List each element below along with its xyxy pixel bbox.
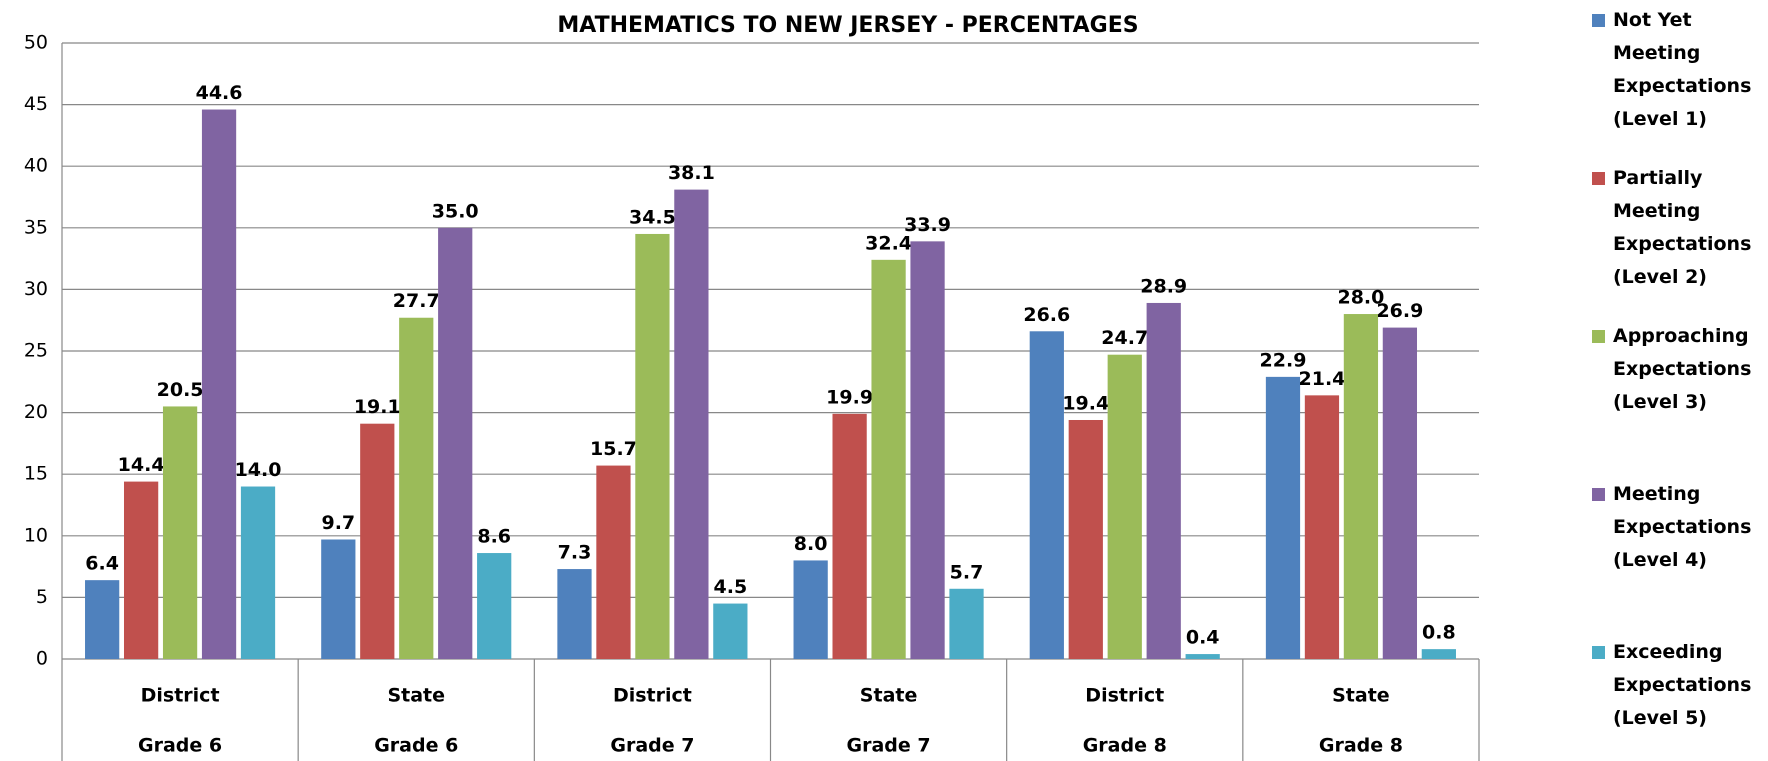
value-label: 28.9	[1140, 275, 1187, 297]
bar	[1107, 354, 1142, 659]
bar	[438, 227, 473, 660]
x-tick-label: Grade 6	[138, 735, 222, 757]
value-label: 0.8	[1422, 622, 1456, 644]
bar	[871, 259, 906, 659]
value-label: 8.6	[477, 526, 511, 548]
value-label: 6.4	[85, 553, 119, 575]
bar	[321, 539, 356, 659]
y-tick-label: 40	[24, 155, 48, 177]
bar	[240, 486, 276, 659]
y-tick-label: 45	[24, 93, 48, 115]
legend-swatch	[1592, 172, 1605, 185]
legend-swatch	[1592, 330, 1605, 343]
value-label: 8.0	[794, 533, 828, 555]
bar	[596, 465, 631, 659]
bar	[949, 588, 984, 659]
bar	[1382, 327, 1418, 659]
bar	[1343, 314, 1379, 659]
y-tick-label: 0	[36, 648, 48, 670]
bar	[1265, 376, 1301, 659]
x-tick-label: District	[1085, 685, 1164, 707]
legend-swatch	[1592, 646, 1605, 659]
bar	[1146, 302, 1181, 659]
y-tick-label: 50	[24, 32, 48, 54]
legend-label: Partially Meeting Expectations (Level 2)	[1613, 167, 1752, 288]
bar	[1421, 649, 1456, 659]
bar	[635, 233, 670, 659]
value-label: 22.9	[1260, 349, 1307, 371]
bar	[360, 423, 395, 659]
value-label: 38.1	[668, 162, 715, 184]
y-tick-label: 25	[24, 340, 48, 362]
value-label: 27.7	[393, 290, 440, 312]
value-label: 26.6	[1023, 304, 1070, 326]
x-tick-label: Grade 7	[610, 735, 694, 757]
bar	[123, 481, 159, 659]
value-label: 32.4	[865, 232, 912, 254]
value-label: 28.0	[1337, 287, 1384, 309]
x-tick-label: Grade 6	[374, 735, 458, 757]
value-label: 0.4	[1186, 627, 1220, 649]
value-label: 19.1	[354, 396, 401, 418]
value-label: 34.5	[629, 206, 676, 228]
bar	[910, 241, 945, 660]
value-label: 5.7	[950, 561, 984, 583]
value-label: 44.6	[196, 82, 243, 104]
legend-swatch	[1592, 488, 1605, 501]
y-tick-label: 35	[24, 216, 48, 238]
y-tick-label: 5	[36, 586, 48, 608]
bar	[674, 189, 709, 659]
bar	[832, 413, 867, 659]
value-label: 20.5	[157, 379, 204, 401]
x-tick-label: Grade 8	[1319, 735, 1403, 757]
x-tick-label: Grade 7	[847, 735, 931, 757]
y-tick-label: 10	[24, 524, 48, 546]
value-label: 35.0	[432, 200, 479, 222]
x-tick-label: Grade 8	[1083, 735, 1167, 757]
bar	[201, 109, 237, 659]
chart-title: MATHEMATICS TO NEW JERSEY - PERCENTAGES	[557, 13, 1138, 38]
value-label: 14.4	[118, 454, 165, 476]
legend-label: Approaching Expectations (Level 3)	[1613, 325, 1752, 413]
y-tick-label: 20	[24, 401, 48, 423]
value-label: 15.7	[590, 438, 637, 460]
x-tick-label: District	[613, 685, 692, 707]
y-tick-label: 30	[24, 278, 48, 300]
bar	[162, 406, 198, 659]
bar	[793, 560, 828, 659]
value-label: 19.9	[826, 386, 873, 408]
bar	[557, 569, 592, 659]
x-tick-label: State	[1332, 685, 1390, 707]
bar	[399, 317, 434, 659]
legend-label: Exceeding Expectations (Level 5)	[1613, 641, 1752, 729]
value-label: 24.7	[1101, 327, 1148, 349]
x-tick-label: State	[387, 685, 445, 707]
bar	[1185, 654, 1220, 659]
bar	[85, 580, 120, 659]
value-label: 26.9	[1376, 300, 1423, 322]
bar	[477, 553, 512, 659]
value-label: 33.9	[904, 214, 951, 236]
x-tick-label: State	[860, 685, 918, 707]
bar	[1304, 395, 1340, 659]
bar	[1068, 419, 1103, 659]
value-label: 14.0	[235, 459, 282, 481]
bar	[1029, 331, 1064, 659]
value-label: 21.4	[1299, 368, 1346, 390]
legend-swatch	[1592, 14, 1605, 27]
x-tick-label: District	[141, 685, 220, 707]
y-tick-label: 15	[24, 463, 48, 485]
value-label: 19.4	[1062, 392, 1109, 414]
legend-label: Not Yet Meeting Expectations (Level 1)	[1613, 9, 1752, 130]
legend-label: Meeting Expectations (Level 4)	[1613, 483, 1752, 571]
value-label: 9.7	[321, 512, 355, 534]
bar	[713, 603, 748, 659]
value-label: 4.5	[714, 576, 748, 598]
value-label: 7.3	[558, 542, 592, 564]
